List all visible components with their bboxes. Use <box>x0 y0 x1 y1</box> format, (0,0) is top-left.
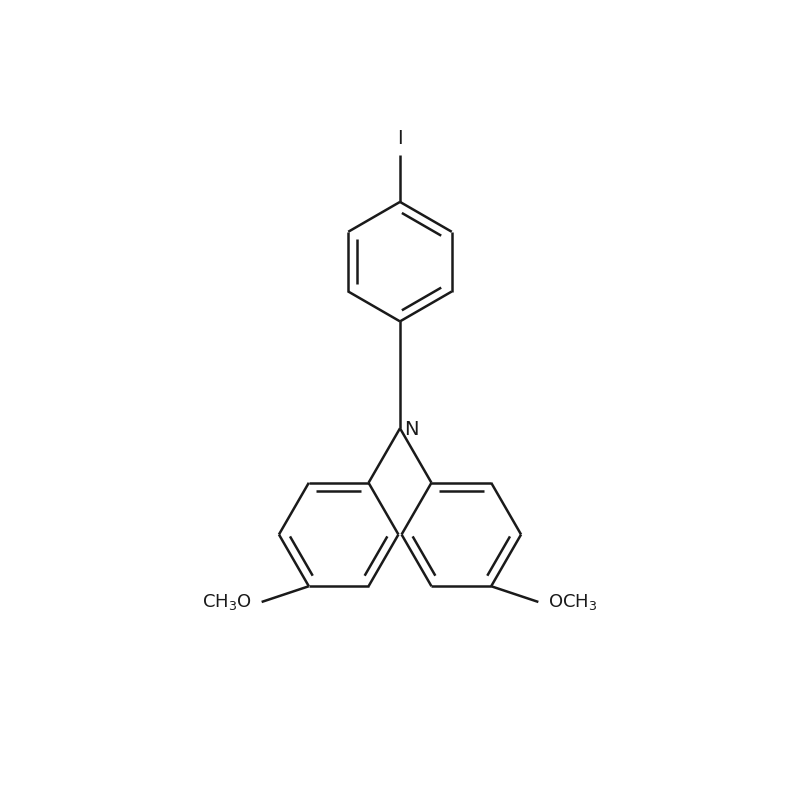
Text: OCH$_3$: OCH$_3$ <box>548 592 597 612</box>
Text: CH$_3$O: CH$_3$O <box>202 592 252 612</box>
Text: N: N <box>404 420 418 439</box>
Text: I: I <box>397 130 403 149</box>
